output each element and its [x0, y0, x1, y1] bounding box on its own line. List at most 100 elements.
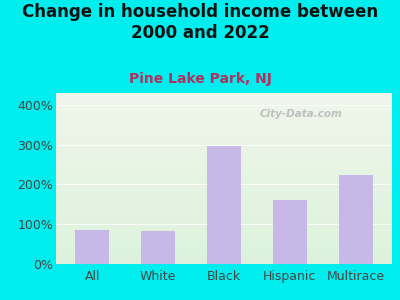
- Bar: [56, 95, 392, 96]
- Bar: [56, 257, 392, 259]
- Bar: [339, 175, 373, 264]
- Bar: [56, 197, 392, 199]
- Bar: [56, 122, 392, 124]
- Bar: [56, 199, 392, 201]
- Bar: [141, 231, 175, 264]
- Bar: [56, 107, 392, 108]
- Bar: [56, 192, 392, 194]
- Bar: [56, 249, 392, 250]
- Text: Pine Lake Park, NJ: Pine Lake Park, NJ: [128, 71, 272, 85]
- Bar: [56, 132, 392, 134]
- Bar: [56, 180, 392, 182]
- Bar: [56, 170, 392, 172]
- Bar: [56, 230, 392, 232]
- Bar: [56, 175, 392, 177]
- Bar: [56, 173, 392, 175]
- Bar: [56, 209, 392, 211]
- Bar: [56, 220, 392, 221]
- Bar: [56, 208, 392, 209]
- Bar: [56, 216, 392, 218]
- Bar: [56, 189, 392, 190]
- Bar: [207, 146, 241, 264]
- Bar: [56, 141, 392, 142]
- Bar: [56, 154, 392, 156]
- Bar: [56, 149, 392, 151]
- Bar: [273, 200, 307, 264]
- Bar: [56, 168, 392, 170]
- Bar: [56, 110, 392, 112]
- Bar: [56, 117, 392, 119]
- Bar: [56, 153, 392, 154]
- Bar: [56, 98, 392, 100]
- Bar: [56, 185, 392, 187]
- Bar: [56, 96, 392, 98]
- Bar: [56, 93, 392, 95]
- Bar: [56, 214, 392, 216]
- Bar: [56, 247, 392, 249]
- Bar: [56, 160, 392, 161]
- Bar: [56, 158, 392, 160]
- Bar: [56, 201, 392, 203]
- Bar: [56, 108, 392, 110]
- Bar: [56, 225, 392, 226]
- Bar: [56, 218, 392, 220]
- Text: City-Data.com: City-Data.com: [260, 109, 343, 118]
- Bar: [56, 156, 392, 158]
- Bar: [56, 252, 392, 254]
- Bar: [56, 115, 392, 117]
- Bar: [56, 136, 392, 137]
- Bar: [56, 182, 392, 184]
- Bar: [56, 165, 392, 167]
- Bar: [56, 163, 392, 165]
- Bar: [56, 254, 392, 255]
- Bar: [56, 255, 392, 257]
- Bar: [56, 172, 392, 173]
- Bar: [56, 139, 392, 141]
- Bar: [56, 105, 392, 107]
- Bar: [56, 240, 392, 242]
- Bar: [56, 103, 392, 105]
- Bar: [56, 144, 392, 146]
- Bar: [56, 242, 392, 244]
- Bar: [56, 261, 392, 262]
- Bar: [56, 146, 392, 148]
- Bar: [56, 167, 392, 168]
- Bar: [56, 228, 392, 230]
- Bar: [56, 137, 392, 139]
- Bar: [75, 230, 109, 264]
- Bar: [56, 244, 392, 245]
- Bar: [56, 245, 392, 247]
- Text: Change in household income between
2000 and 2022: Change in household income between 2000 …: [22, 3, 378, 42]
- Bar: [56, 130, 392, 132]
- Bar: [56, 100, 392, 102]
- Bar: [56, 178, 392, 180]
- Bar: [56, 223, 392, 225]
- Bar: [56, 190, 392, 192]
- Bar: [56, 151, 392, 153]
- Bar: [56, 102, 392, 103]
- Bar: [56, 187, 392, 189]
- Bar: [56, 226, 392, 228]
- Bar: [56, 204, 392, 206]
- Bar: [56, 233, 392, 235]
- Bar: [56, 194, 392, 196]
- Bar: [56, 113, 392, 115]
- Bar: [56, 148, 392, 149]
- Bar: [56, 142, 392, 144]
- Bar: [56, 134, 392, 136]
- Bar: [56, 120, 392, 122]
- Bar: [56, 112, 392, 113]
- Bar: [56, 259, 392, 261]
- Bar: [56, 262, 392, 264]
- Bar: [56, 235, 392, 237]
- Bar: [56, 238, 392, 240]
- Bar: [56, 184, 392, 185]
- Bar: [56, 232, 392, 233]
- Bar: [56, 202, 392, 204]
- Bar: [56, 125, 392, 127]
- Bar: [56, 206, 392, 208]
- Bar: [56, 119, 392, 120]
- Bar: [56, 127, 392, 129]
- Bar: [56, 129, 392, 130]
- Bar: [56, 196, 392, 197]
